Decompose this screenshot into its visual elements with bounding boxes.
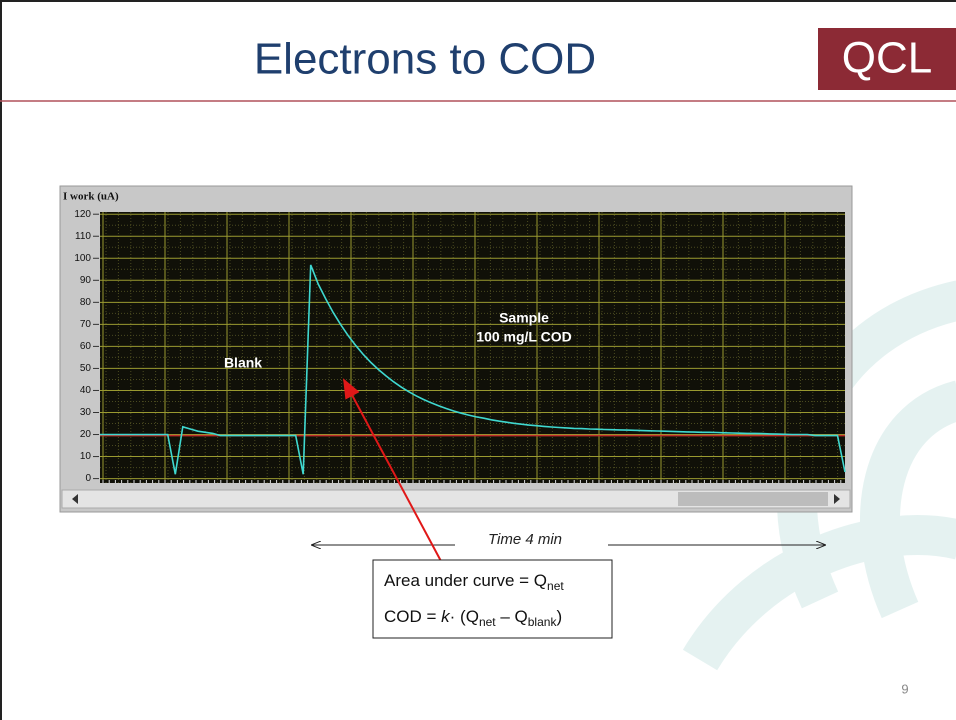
y-tick-label: 10	[80, 451, 92, 462]
formula-subscript: net	[547, 579, 564, 593]
formula-text: – Q	[496, 607, 528, 626]
page: Electrons to COD QCL I work (uA) Time 4 …	[0, 0, 956, 720]
y-tick-label: 80	[80, 297, 92, 308]
y-tick-label: 60	[80, 341, 92, 352]
formula-text: Area under curve = Q	[384, 571, 547, 590]
annotation: 100 mg/L COD	[476, 329, 571, 345]
formula-subscript: net	[479, 615, 496, 629]
y-tick-label: 20	[80, 429, 92, 440]
formula-text: )	[556, 607, 562, 626]
formula-line: Area under curve = Qnet	[384, 571, 564, 593]
slide: Electrons to COD QCL I work (uA) Time 4 …	[0, 0, 956, 720]
scrollbar-thumb	[678, 492, 828, 506]
y-tick-label: 70	[80, 319, 92, 330]
title: Electrons to COD	[254, 35, 596, 84]
formula-subscript: blank	[528, 615, 558, 629]
annotation: Blank	[224, 355, 262, 371]
plot-area	[100, 212, 845, 483]
y-axis-label: I work (uA)	[63, 191, 119, 203]
y-tick-label: 30	[80, 407, 92, 418]
annotation: Sample	[499, 310, 549, 326]
y-tick-label: 120	[74, 209, 91, 220]
y-tick-label: 90	[80, 275, 92, 286]
y-tick-label: 50	[80, 363, 92, 374]
y-tick-label: 40	[80, 385, 92, 396]
time-label: Time 4 min	[488, 531, 562, 548]
formula-text: · (Q	[450, 607, 479, 626]
y-tick-label: 110	[75, 231, 91, 242]
y-tick-label: 100	[74, 253, 91, 264]
page-number: 9	[901, 681, 908, 696]
y-tick-label: 0	[85, 473, 91, 484]
logo-text: QCL	[842, 34, 932, 83]
formula-text: COD =	[384, 607, 441, 626]
